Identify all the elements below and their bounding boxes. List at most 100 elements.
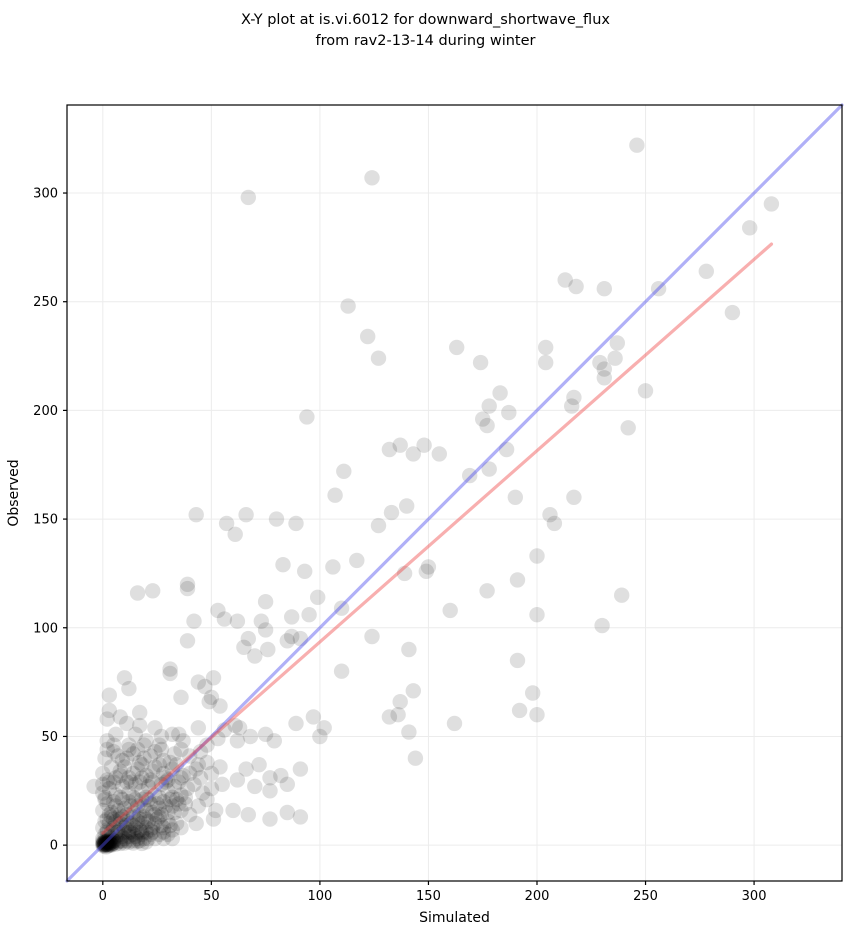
scatter-point: [216, 722, 233, 738]
scatter-point: [247, 648, 263, 664]
scatter-point: [481, 398, 497, 414]
scatter-point: [399, 498, 415, 514]
scatter-point: [297, 563, 313, 579]
scatter-point: [127, 820, 144, 836]
scatter-point: [158, 798, 174, 814]
scatter-point: [132, 807, 148, 823]
scatter-point: [99, 741, 115, 758]
scatter-point: [416, 437, 432, 453]
scatter-point: [125, 789, 141, 805]
scatter-point: [97, 826, 113, 842]
scatter-point: [216, 611, 233, 627]
scatter-point: [279, 633, 295, 649]
scatter-point: [192, 744, 209, 760]
scatter-point: [698, 263, 714, 279]
scatter-point: [101, 780, 118, 797]
scatter-point: [103, 804, 120, 821]
scatter-point: [112, 811, 128, 827]
scatter-point: [153, 817, 170, 834]
scatter-point: [173, 787, 189, 803]
scatter-point: [151, 826, 167, 842]
scatter-point: [138, 802, 154, 819]
scatter-point: [95, 835, 112, 852]
scatter-point: [218, 515, 235, 532]
scatter-point: [195, 785, 211, 801]
scatter-point: [110, 824, 126, 840]
scatter-point: [116, 830, 133, 847]
scatter-point: [127, 791, 144, 808]
scatter-point: [96, 834, 112, 851]
scatter-point: [147, 787, 163, 803]
scatter-point: [268, 511, 285, 527]
scatter-point: [472, 354, 489, 371]
scatter-point: [188, 507, 204, 523]
scatter-point: [127, 828, 144, 845]
scatter-point: [95, 833, 111, 849]
scatter-point: [564, 398, 580, 414]
scatter-point: [175, 733, 191, 749]
scatter-point: [449, 339, 465, 356]
scatter-point: [129, 833, 146, 849]
scatter-point: [97, 834, 114, 850]
scatter-point: [186, 613, 202, 629]
scatter-point: [116, 820, 133, 836]
scatter-point: [101, 807, 118, 823]
scatter-point: [164, 830, 180, 847]
scatter-point: [127, 726, 144, 742]
scatter-point: [592, 354, 608, 371]
scatter-point: [199, 737, 215, 753]
scatter-point: [614, 587, 630, 603]
scatter-point: [364, 628, 380, 645]
scatter-point: [106, 833, 122, 849]
scatter-point: [136, 830, 152, 847]
scatter-point: [104, 835, 121, 852]
y-tick-label: 0: [50, 839, 58, 854]
scatter-point: [86, 778, 102, 795]
scatter-point: [171, 774, 187, 790]
scatter-point: [158, 770, 174, 786]
scatter-point: [108, 726, 124, 742]
scatter-point: [97, 791, 113, 808]
scatter-point: [106, 774, 122, 790]
scatter-point: [147, 759, 163, 775]
scatter-point: [138, 767, 154, 784]
scatter-point: [106, 820, 122, 836]
scatter-point: [123, 824, 139, 840]
scatter-point: [103, 824, 120, 840]
scatter-point: [596, 370, 612, 386]
scatter-point: [147, 830, 163, 847]
scatter-point: [238, 761, 254, 777]
scatter-point: [121, 824, 137, 840]
scatter-point: [336, 463, 352, 479]
scatter-point: [97, 750, 113, 766]
scatter-point: [168, 791, 185, 808]
scatter-point: [103, 830, 120, 847]
scatter-point: [101, 834, 117, 850]
scatter-point: [134, 770, 150, 786]
scatter-point: [99, 796, 115, 812]
scatter-point: [134, 826, 150, 842]
scatter-point: [134, 783, 150, 799]
scatter-point: [205, 670, 222, 686]
scatter-point: [116, 759, 133, 775]
scatter-point: [201, 694, 217, 710]
scatter-point: [108, 828, 124, 845]
scatter-point: [620, 420, 636, 436]
scatter-point: [273, 767, 289, 784]
scatter-point: [179, 633, 196, 649]
scatter-point: [134, 815, 150, 832]
scatter-point: [147, 807, 163, 823]
scatter-point: [227, 717, 243, 734]
scatter-point: [164, 789, 180, 805]
y-tick-label: 150: [33, 513, 58, 528]
scatter-point: [119, 750, 135, 766]
scatter-point: [136, 798, 152, 814]
scatter-point: [114, 833, 131, 849]
scatter-point: [401, 724, 417, 740]
scatter-point: [253, 613, 269, 629]
scatter-point: [95, 785, 111, 801]
scatter-point: [123, 798, 139, 814]
scatter-point: [114, 828, 131, 845]
scatter-point: [431, 446, 447, 462]
scatter-point: [160, 783, 176, 799]
